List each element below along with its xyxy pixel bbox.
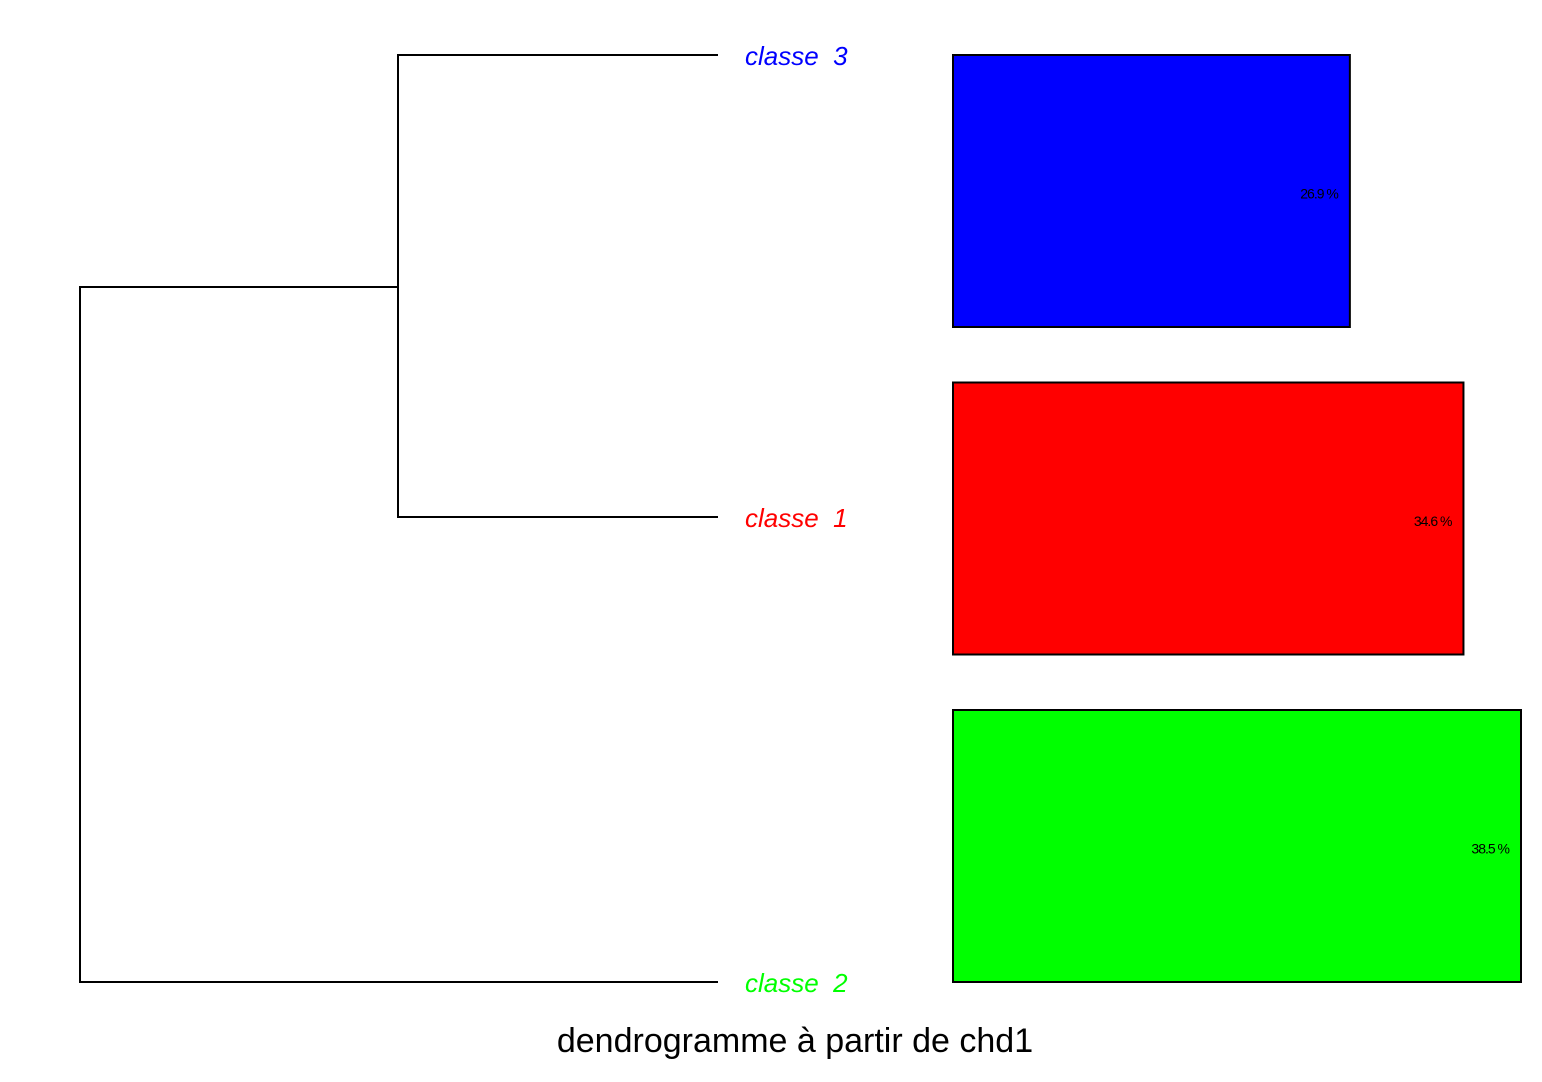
category-label: classe 1 [745,503,848,533]
bar [952,709,1522,983]
value-label: 34.6 % [1414,513,1452,529]
dendrogram-branch [397,54,718,518]
value-label: 38.5 % [1471,841,1509,857]
chart-title: dendrogramme à partir de chd1 [557,1022,1033,1060]
category-label: classe 3 [745,41,848,71]
dendrogram-branch [79,286,718,983]
category-label: classe 2 [745,968,848,998]
bar [952,54,1351,328]
dendrogram [79,54,718,983]
value-label: 26.9 % [1300,186,1338,202]
bar [952,381,1465,656]
